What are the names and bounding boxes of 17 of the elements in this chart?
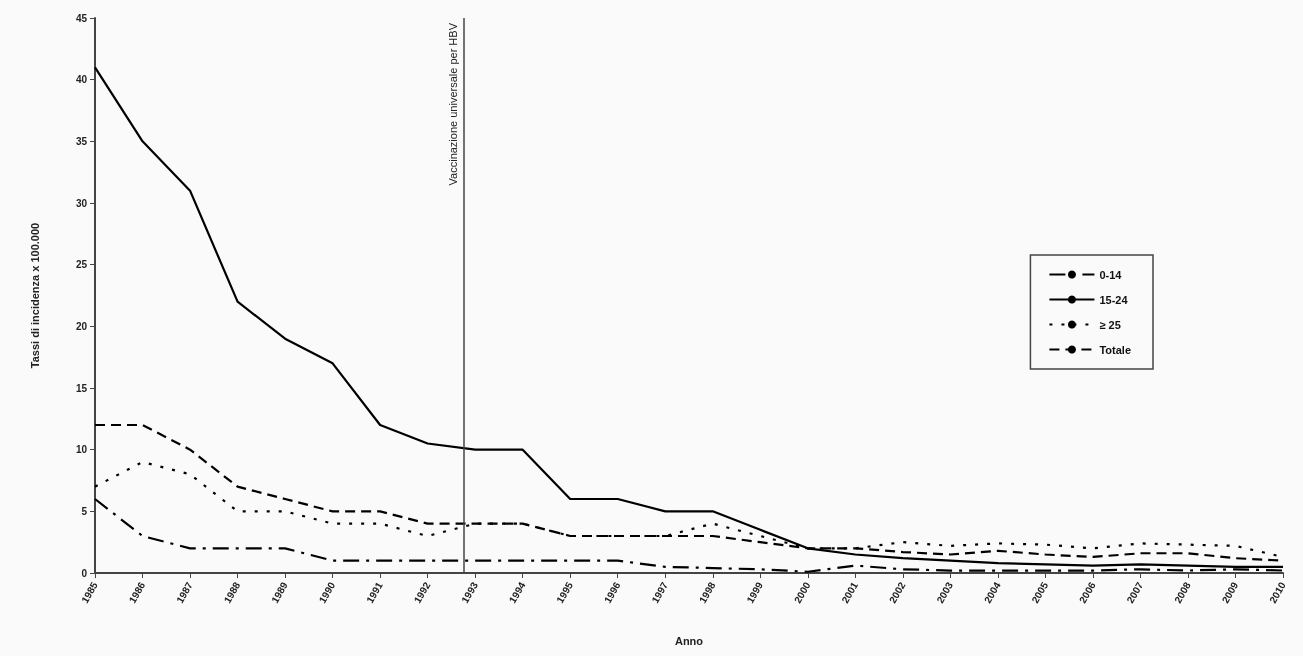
y-tick-label: 0 bbox=[81, 567, 88, 579]
legend-label: 0-14 bbox=[1099, 268, 1123, 281]
y-tick-label: 10 bbox=[75, 444, 88, 456]
legend-label: ≥ 25 bbox=[1099, 318, 1121, 331]
y-tick-label: 20 bbox=[75, 320, 88, 332]
y-tick-label: 25 bbox=[75, 259, 88, 271]
y-tick-label: 40 bbox=[75, 74, 88, 86]
y-tick-label: 5 bbox=[81, 505, 88, 517]
ref-line-label: Vaccinazione universale per HBV bbox=[446, 22, 459, 186]
y-tick-label: 15 bbox=[75, 382, 88, 394]
y-tick-label: 30 bbox=[75, 197, 88, 209]
y-axis-title: Tassi di incidenza x 100.000 bbox=[28, 222, 41, 369]
legend-label: Totale bbox=[1099, 343, 1131, 356]
legend-label: 15-24 bbox=[1099, 293, 1129, 306]
y-tick-label: 35 bbox=[75, 135, 88, 147]
y-tick-label: 45 bbox=[75, 12, 88, 24]
x-axis-title: Anno bbox=[674, 634, 704, 647]
